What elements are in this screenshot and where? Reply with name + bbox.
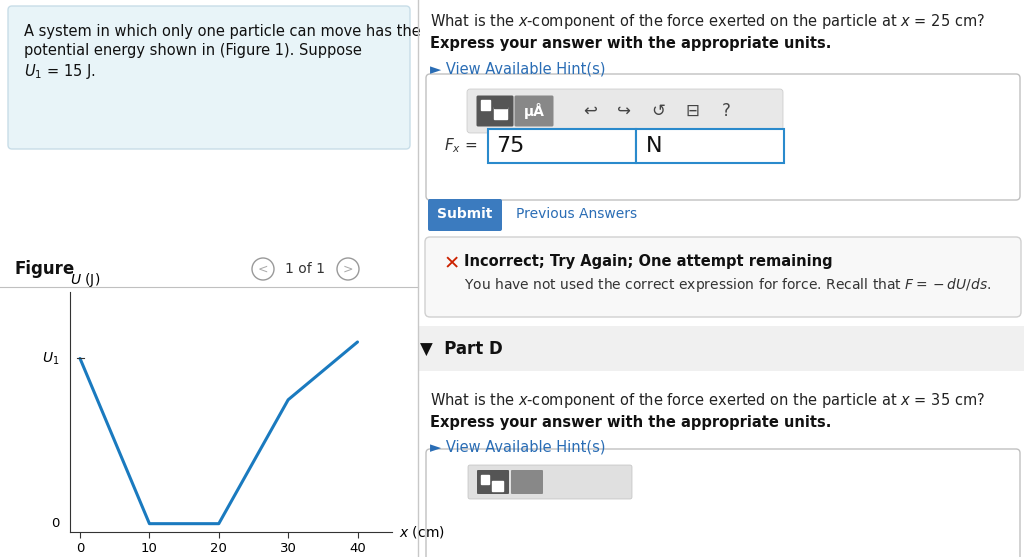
Text: $U_1$: $U_1$ [42, 350, 59, 367]
Text: Figure: Figure [14, 260, 75, 278]
Text: ↺: ↺ [651, 102, 665, 120]
Text: ▼  Part D: ▼ Part D [420, 340, 503, 358]
FancyBboxPatch shape [467, 89, 783, 133]
Text: ↩: ↩ [583, 102, 597, 120]
Bar [494, 102, 507, 108]
Text: 75: 75 [496, 136, 524, 156]
Text: ?: ? [722, 102, 730, 120]
FancyBboxPatch shape [477, 470, 509, 494]
Text: 0: 0 [51, 517, 59, 530]
Bar [492, 481, 503, 491]
Bar [481, 100, 490, 110]
Text: ✕: ✕ [444, 254, 461, 273]
Text: Submit: Submit [437, 207, 493, 221]
Text: What is the $x$-component of the force exerted on the particle at $x$ = 25 cm?: What is the $x$-component of the force e… [430, 12, 985, 31]
Text: Express your answer with the appropriate units.: Express your answer with the appropriate… [430, 36, 831, 51]
Text: μÅ: μÅ [523, 103, 545, 119]
Text: A system in which only one particle can move has the: A system in which only one particle can … [24, 24, 421, 39]
FancyBboxPatch shape [468, 465, 632, 499]
Text: Incorrect; Try Again; One attempt remaining: Incorrect; Try Again; One attempt remain… [464, 254, 833, 269]
Bar [418, 326, 1024, 371]
Text: >: > [343, 262, 353, 276]
Text: $x$ (cm): $x$ (cm) [399, 524, 444, 540]
FancyBboxPatch shape [428, 199, 502, 231]
FancyBboxPatch shape [476, 95, 513, 126]
Text: Previous Answers: Previous Answers [516, 207, 637, 221]
Text: potential energy shown in (Figure 1). Suppose: potential energy shown in (Figure 1). Su… [24, 43, 361, 58]
Text: ► View Available Hint(s): ► View Available Hint(s) [430, 439, 605, 454]
FancyBboxPatch shape [426, 74, 1020, 200]
Text: ↪: ↪ [617, 102, 631, 120]
Text: $F_x$ =: $F_x$ = [444, 136, 477, 155]
Text: You have not used the correct expression for force. Recall that $F = -dU/ds$.: You have not used the correct expression… [464, 276, 991, 294]
FancyBboxPatch shape [8, 6, 410, 149]
Text: Express your answer with the appropriate units.: Express your answer with the appropriate… [430, 415, 831, 430]
Text: ► View Available Hint(s): ► View Available Hint(s) [430, 62, 605, 77]
Text: N: N [646, 136, 663, 156]
Text: <: < [258, 262, 268, 276]
Text: 1 of 1: 1 of 1 [285, 262, 325, 276]
Text: $U$ (J): $U$ (J) [70, 271, 100, 289]
Text: What is the $x$-component of the force exerted on the particle at $x$ = 35 cm?: What is the $x$-component of the force e… [430, 391, 985, 410]
Bar [481, 475, 489, 484]
Text: ⊟: ⊟ [685, 102, 699, 120]
FancyBboxPatch shape [514, 95, 554, 126]
Bar [636, 129, 784, 163]
Text: $U_1$ = 15 J.: $U_1$ = 15 J. [24, 62, 96, 81]
FancyBboxPatch shape [511, 470, 543, 494]
Bar [488, 129, 636, 163]
Bar [494, 107, 507, 119]
FancyBboxPatch shape [426, 449, 1020, 557]
FancyBboxPatch shape [425, 237, 1021, 317]
